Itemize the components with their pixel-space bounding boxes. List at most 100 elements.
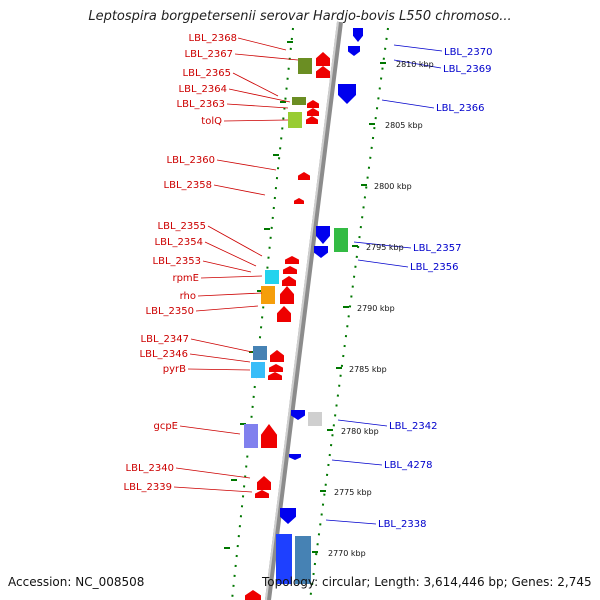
gene-label[interactable]: rpmE	[172, 273, 199, 284]
leader-line	[223, 119, 289, 122]
reverse-gene-arrow[interactable]	[316, 226, 330, 244]
forward-gene-arrow[interactable]	[280, 286, 294, 304]
gene-box[interactable]	[244, 424, 258, 448]
gene-label[interactable]: LBL_2365	[183, 68, 231, 79]
forward-gene-arrow[interactable]	[245, 590, 261, 600]
gene-label[interactable]: LBL_2358	[164, 180, 212, 191]
map-title: Leptospira borgpetersenii serovar Hardjo…	[88, 9, 512, 24]
leader-line	[202, 260, 252, 273]
leader-line	[197, 292, 263, 297]
gene-box[interactable]	[251, 362, 265, 378]
topology-text: Topology: circular; Length: 3,614,446 bp…	[262, 575, 592, 589]
kbp-label: 2770 kbp	[328, 549, 366, 558]
gene-box[interactable]	[288, 112, 302, 128]
leader-line	[190, 338, 253, 353]
gene-label[interactable]: LBL_2363	[177, 99, 225, 110]
gene-label[interactable]: LBL_2370	[444, 47, 492, 58]
gene-label[interactable]: LBL_2354	[155, 237, 203, 248]
gene-label[interactable]: LBL_2340	[126, 463, 174, 474]
gene-label[interactable]: LBL_4278	[384, 460, 432, 471]
label-leader-lines	[173, 37, 443, 525]
gene-box[interactable]	[276, 534, 292, 584]
leader-line	[381, 99, 435, 109]
gene-box[interactable]	[334, 228, 348, 252]
leader-line	[189, 353, 251, 363]
forward-gene-arrow[interactable]	[306, 116, 318, 124]
backbone-line	[265, 21, 343, 600]
gene-label[interactable]: LBL_2346	[140, 349, 188, 360]
gene-label[interactable]: LBL_2360	[167, 155, 215, 166]
gene-label[interactable]: LBL_2368	[189, 33, 237, 44]
forward-gene-arrow[interactable]	[261, 424, 277, 448]
kbp-label: 2800 kbp	[374, 182, 412, 191]
forward-gene-arrow[interactable]	[255, 490, 269, 498]
gene-box[interactable]	[295, 536, 311, 584]
leader-line	[393, 59, 442, 69]
leader-line	[393, 44, 443, 52]
gene-label[interactable]: rho	[180, 291, 196, 302]
leader-line	[204, 241, 257, 267]
leader-line	[237, 37, 287, 51]
gene-label[interactable]: LBL_2367	[185, 49, 233, 60]
reverse-gene-arrow[interactable]	[280, 508, 296, 524]
forward-gene-arrow[interactable]	[307, 108, 319, 116]
forward-gene-arrow[interactable]	[282, 276, 296, 286]
leader-line	[353, 241, 412, 249]
gene-box[interactable]	[253, 346, 267, 360]
gene-box[interactable]	[265, 270, 279, 284]
leader-line	[195, 305, 259, 312]
gene-label[interactable]: tolQ	[201, 116, 222, 127]
leader-line	[207, 225, 263, 257]
gene-label[interactable]: LBL_2353	[153, 256, 201, 267]
forward-gene-arrow[interactable]	[294, 198, 304, 204]
leader-line	[187, 368, 251, 371]
forward-gene-arrow[interactable]	[283, 266, 297, 274]
gene-label[interactable]: LBL_2355	[158, 221, 206, 232]
forward-gene-arrow[interactable]	[268, 372, 282, 380]
gene-box[interactable]	[292, 97, 306, 105]
gene-label[interactable]: LBL_2366	[436, 103, 484, 114]
gene-box[interactable]	[261, 286, 275, 304]
reverse-gene-arrow[interactable]	[348, 46, 360, 56]
gene-label[interactable]: LBL_2369	[443, 64, 491, 75]
reverse-gene-arrow[interactable]	[314, 246, 328, 258]
gene-box[interactable]	[308, 412, 322, 426]
forward-gene-arrow[interactable]	[285, 256, 299, 264]
forward-gene-arrow[interactable]	[316, 52, 330, 66]
leader-line	[216, 159, 277, 171]
gene-label[interactable]: LBL_2357	[413, 243, 461, 254]
leader-line	[234, 53, 299, 61]
leader-line	[179, 425, 241, 435]
gene-glyphs	[244, 28, 363, 600]
kbp-label: 2805 kbp	[385, 121, 423, 130]
leader-line	[228, 88, 291, 103]
gene-label[interactable]: LBL_2356	[410, 262, 458, 273]
reverse-gene-arrow[interactable]	[289, 454, 301, 460]
gene-label[interactable]: LBL_2342	[389, 421, 437, 432]
accession-text: Accession: NC_008508	[8, 575, 145, 589]
forward-gene-arrow[interactable]	[269, 364, 283, 372]
reverse-gene-arrow[interactable]	[291, 410, 305, 420]
leader-line	[337, 419, 388, 427]
kbp-label: 2780 kbp	[341, 427, 379, 436]
gene-label[interactable]: LBL_2364	[179, 84, 227, 95]
backbone-highlight	[265, 21, 339, 600]
kbp-label: 2775 kbp	[334, 488, 372, 497]
leader-line	[331, 459, 383, 466]
right-dotted-line	[309, 27, 389, 600]
reverse-gene-arrow[interactable]	[353, 28, 363, 42]
forward-gene-arrow[interactable]	[270, 350, 284, 362]
forward-gene-arrow[interactable]	[307, 100, 319, 108]
gene-label[interactable]: LBL_2338	[378, 519, 426, 530]
forward-gene-arrow[interactable]	[316, 66, 330, 78]
reverse-gene-arrow[interactable]	[338, 84, 356, 104]
gene-label[interactable]: LBL_2347	[141, 334, 189, 345]
gene-label[interactable]: pyrB	[163, 364, 186, 375]
gene-label[interactable]: gcpE	[153, 421, 178, 432]
gene-label[interactable]: LBL_2350	[146, 306, 194, 317]
gene-box[interactable]	[298, 58, 312, 74]
forward-gene-arrow[interactable]	[298, 172, 310, 180]
forward-gene-arrow[interactable]	[277, 306, 291, 322]
gene-label[interactable]: LBL_2339	[124, 482, 172, 493]
forward-gene-arrow[interactable]	[257, 476, 271, 490]
